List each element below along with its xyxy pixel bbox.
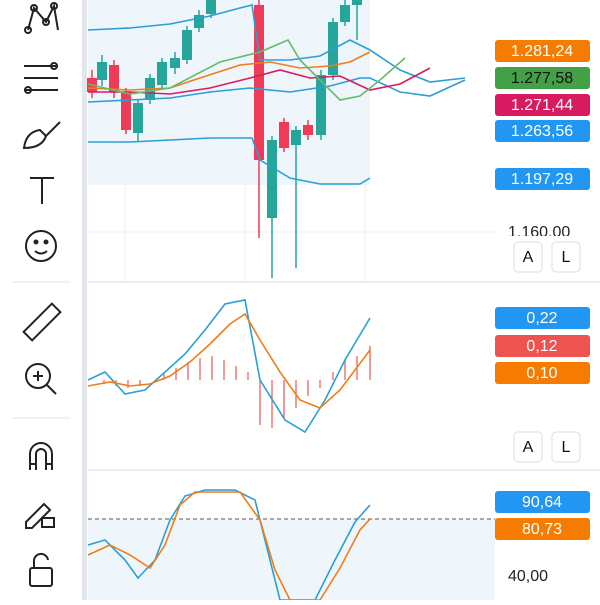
price-tag-label: 0,10	[526, 365, 557, 382]
price-tag	[495, 40, 590, 62]
price-tag	[495, 362, 590, 384]
candle-body	[279, 122, 289, 148]
axis-label: 40,00	[508, 568, 548, 585]
price-tag-label: 1.277,58	[511, 70, 573, 87]
zoom-tool[interactable]	[25, 363, 57, 395]
candle	[291, 126, 301, 268]
unlock-tool[interactable]	[29, 552, 53, 587]
separators	[12, 281, 600, 471]
price-panel	[87, 0, 495, 282]
candle-body	[254, 5, 264, 160]
candle	[267, 136, 277, 278]
tool-icons	[22, 2, 62, 587]
candle	[303, 120, 313, 140]
candle-body	[194, 15, 204, 28]
price-tag	[495, 335, 590, 357]
price-tag	[495, 120, 590, 142]
candle	[279, 118, 289, 152]
price-tag-label: 0,22	[526, 310, 557, 327]
scale-button-label[interactable]: A	[523, 249, 534, 266]
price-tag-label: 80,73	[522, 521, 562, 538]
price-tag-label: 1.281,24	[511, 43, 573, 60]
scale-button-label[interactable]: L	[562, 249, 571, 266]
scale-button[interactable]	[551, 241, 581, 273]
magnet-tool[interactable]	[29, 442, 53, 470]
macd-line	[87, 299, 371, 434]
candle-body	[291, 130, 301, 145]
stoch-panel	[87, 489, 495, 601]
candle	[352, 0, 362, 40]
candle	[182, 26, 192, 64]
candle-body	[206, 0, 216, 14]
fib-tool[interactable]	[24, 62, 58, 94]
candle-body	[182, 30, 192, 60]
k-line	[87, 489, 371, 601]
scale-button[interactable]	[513, 241, 543, 273]
emoji-tool[interactable]	[25, 230, 57, 262]
macd-panel	[87, 299, 371, 434]
candle	[254, 0, 264, 238]
price-tag-label: 1.263,56	[511, 123, 573, 140]
candle	[194, 10, 204, 32]
candle-body	[303, 125, 313, 135]
lock-draw-tool[interactable]	[25, 502, 55, 529]
candle	[121, 88, 131, 134]
d-line	[87, 491, 371, 601]
ruler-tool[interactable]	[22, 302, 62, 342]
candle-body	[170, 58, 180, 68]
candle-body	[157, 62, 167, 85]
band-fill	[88, 519, 495, 600]
scale-button-label[interactable]: L	[562, 439, 571, 456]
pattern-tool[interactable]	[24, 2, 59, 34]
scale-button-label[interactable]: A	[523, 439, 534, 456]
price-tag	[495, 307, 590, 329]
indicator-lines	[87, 4, 466, 185]
candle-body	[340, 5, 350, 22]
price-tag-label: 1.271,44	[511, 97, 573, 114]
candle-body	[316, 75, 326, 135]
price-tag-label: 90,64	[522, 494, 562, 511]
candle	[170, 52, 180, 74]
candle-body	[109, 65, 119, 92]
candle	[340, 0, 350, 26]
price-tag	[495, 94, 590, 116]
signal-line	[87, 312, 371, 409]
candle-body	[133, 103, 143, 133]
price-tag	[495, 168, 590, 190]
price-tag	[495, 491, 590, 513]
text-tool[interactable]	[30, 177, 54, 204]
brush-tool[interactable]	[22, 121, 61, 150]
price-tag-label: 1.197,29	[511, 171, 573, 188]
candle-body	[121, 92, 131, 130]
candle	[133, 100, 143, 142]
candle-body	[267, 140, 277, 218]
axis-label: 1.160,00	[508, 224, 570, 241]
price-tag-label: 0,12	[526, 338, 557, 355]
candle	[97, 55, 107, 86]
candle-body	[352, 0, 362, 5]
price-tag	[495, 67, 590, 89]
price-tag	[495, 518, 590, 540]
scale-button[interactable]	[513, 431, 543, 463]
candle-body	[97, 62, 107, 80]
scale-button[interactable]	[551, 431, 581, 463]
toolbar-divider	[82, 0, 87, 600]
candle	[157, 58, 167, 88]
